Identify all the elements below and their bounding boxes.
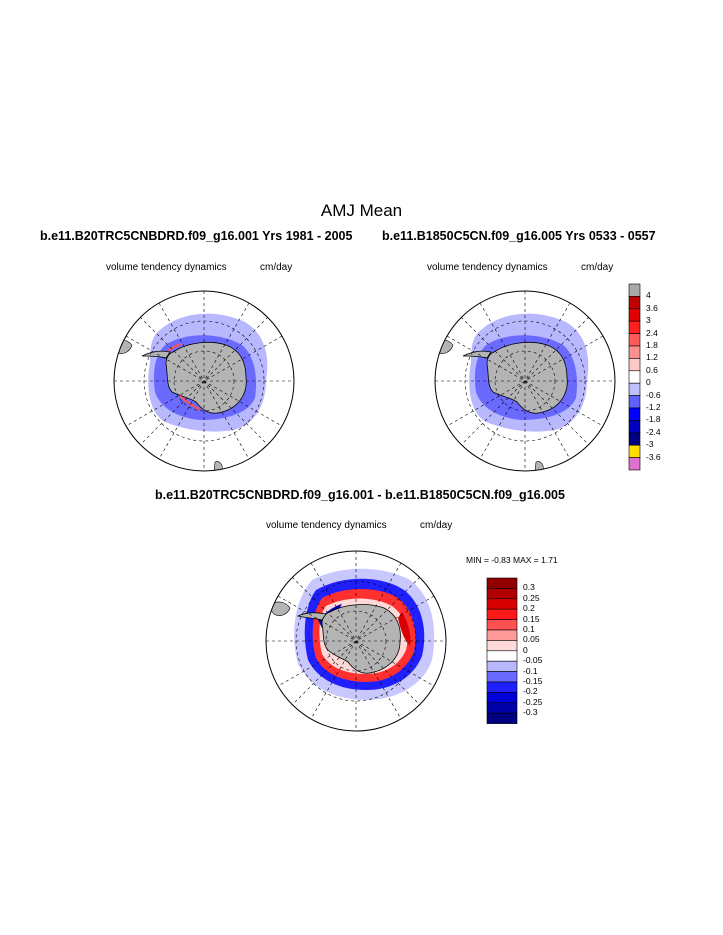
antarctica-diff xyxy=(321,604,401,674)
units-label-right: cm/day xyxy=(581,262,614,273)
polar-map-diff xyxy=(265,550,447,732)
colorbar-diff-swatch-6 xyxy=(486,640,518,652)
colorbar-top-tick-label: -3.6 xyxy=(646,451,661,462)
colorbar-top-swatch-10 xyxy=(628,407,641,421)
colorbar-top-swatch-6 xyxy=(628,358,641,372)
colorbar-top-tick-label: 4 xyxy=(646,290,651,301)
colorbar-diff-swatch-13 xyxy=(486,712,518,724)
colorbar-diff-tick-label: 0.2 xyxy=(523,603,535,614)
colorbar-top-tick-label: 0 xyxy=(646,377,651,388)
colorbar-diff-swatch-3 xyxy=(486,608,518,620)
colorbar-top-tick-label: -2.4 xyxy=(646,426,661,437)
colorbar-diff-tick-label: 0 xyxy=(523,644,528,655)
colorbar-diff-swatch-0 xyxy=(486,577,518,589)
colorbar-diff-swatch-2 xyxy=(486,598,518,610)
colorbar-diff-tick-label: -0.1 xyxy=(523,665,538,676)
colorbar-top-tick-label: 2.4 xyxy=(646,327,658,338)
colorbar-diff-swatch-8 xyxy=(486,660,518,672)
colorbar-diff-tick-label: 0.1 xyxy=(523,624,535,634)
colorbar-top-tick-label: 0.6 xyxy=(646,364,658,375)
colorbar-top-swatch-1 xyxy=(628,296,641,310)
colorbar-top-swatch-14 xyxy=(628,457,641,471)
colorbar-top-swatch-7 xyxy=(628,370,641,384)
colorbar-diff-tick-label: -0.2 xyxy=(523,686,538,697)
peninsula-left xyxy=(141,350,171,359)
colorbar-diff-tick-label: -0.25 xyxy=(523,696,543,707)
variable-label-right: volume tendency dynamics xyxy=(427,262,548,273)
colorbar-diff-swatch-11 xyxy=(486,692,518,704)
colorbar-top-swatch-8 xyxy=(628,382,641,396)
colorbar-diff-swatch-4 xyxy=(486,619,518,631)
peninsula-right xyxy=(462,350,492,359)
colorbar-top xyxy=(628,283,641,471)
colorbar-top-tick-label: 1.8 xyxy=(646,340,658,350)
colorbar-top-swatch-0 xyxy=(628,283,641,297)
colorbar-diff-swatch-5 xyxy=(486,629,518,641)
colorbar-diff-swatch-10 xyxy=(486,681,518,693)
peninsula-diff xyxy=(296,612,327,621)
polar-map-left xyxy=(113,290,295,472)
polar-map-right xyxy=(434,290,616,472)
colorbar-top-tick-label: -1.2 xyxy=(646,402,661,412)
panel-title-diff: b.e11.B20TRC5CNBDRD.f09_g16.001 - b.e11.… xyxy=(155,488,565,502)
panel-title-left: b.e11.B20TRC5CNBDRD.f09_g16.001 Yrs 1981… xyxy=(40,229,353,243)
colorbar-top-tick-label: -3 xyxy=(646,439,654,450)
colorbar-diff-tick-label: 0.25 xyxy=(523,592,540,603)
colorbar-diff-tick-label: 0.15 xyxy=(523,613,540,624)
colorbar-diff-tick-label: -0.15 xyxy=(523,676,543,686)
units-label-diff: cm/day xyxy=(420,520,453,531)
colorbar-top-swatch-4 xyxy=(628,333,641,347)
colorbar-top-swatch-11 xyxy=(628,420,641,434)
colorbar-diff-swatch-1 xyxy=(486,588,518,600)
colorbar-top-swatch-9 xyxy=(628,395,641,409)
units-label-left: cm/day xyxy=(260,262,293,273)
coast-red-left xyxy=(167,343,183,353)
coast-red-left-2 xyxy=(179,395,201,411)
colorbar-diff-swatch-9 xyxy=(486,671,518,683)
diff-red-streak xyxy=(398,612,411,646)
colorbar-diff-tick-label: -0.3 xyxy=(523,707,538,718)
variable-label-left: volume tendency dynamics xyxy=(106,262,227,273)
colorbar-diff xyxy=(486,577,518,724)
colorbar-diff-tick-label: 0.3 xyxy=(523,582,535,593)
variable-label-diff: volume tendency dynamics xyxy=(266,520,387,531)
colorbar-diff-tick-label: -0.05 xyxy=(523,655,543,666)
colorbar-top-swatch-2 xyxy=(628,308,641,322)
colorbar-top-swatch-13 xyxy=(628,444,641,458)
colorbar-top-tick-label: 3.6 xyxy=(646,302,658,313)
colorbar-top-tick-label: -0.6 xyxy=(646,389,661,400)
colorbar-top-tick-label: 3 xyxy=(646,315,651,326)
min-max-stats: MIN = -0.83 MAX = 1.71 xyxy=(466,555,558,565)
colorbar-top-tick-label: 1.2 xyxy=(646,352,658,363)
colorbar-top-tick-label: -1.8 xyxy=(646,414,661,425)
colorbar-top-swatch-12 xyxy=(628,432,641,446)
colorbar-top-swatch-3 xyxy=(628,320,641,334)
colorbar-top-swatch-5 xyxy=(628,345,641,359)
colorbar-diff-swatch-12 xyxy=(486,702,518,714)
panel-title-right: b.e11.B1850C5CN.f09_g16.005 Yrs 0533 - 0… xyxy=(382,229,656,243)
colorbar-diff-tick-label: 0.05 xyxy=(523,634,540,645)
main-title: AMJ Mean xyxy=(320,201,403,220)
colorbar-diff-swatch-7 xyxy=(486,650,518,662)
